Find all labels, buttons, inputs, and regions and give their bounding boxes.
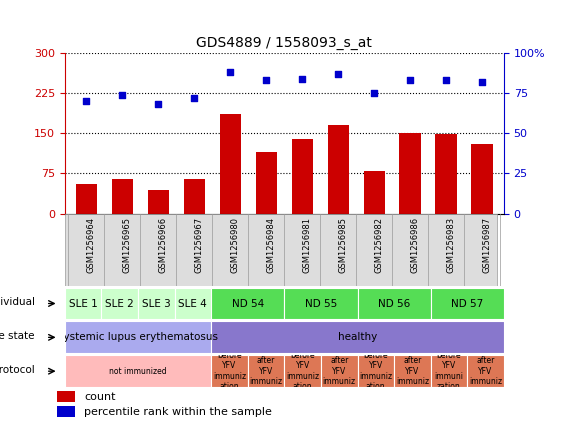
Bar: [431, 288, 504, 319]
Text: GSM1256981: GSM1256981: [302, 217, 311, 273]
Point: [226, 69, 235, 76]
Text: percentile rank within the sample: percentile rank within the sample: [84, 407, 272, 417]
Bar: [111, 179, 133, 214]
Bar: [436, 135, 457, 214]
Text: not immunized: not immunized: [109, 367, 167, 376]
Bar: [75, 184, 97, 214]
Text: ND 54: ND 54: [231, 299, 264, 308]
Text: before
YFV
immuni
zation: before YFV immuni zation: [435, 351, 463, 391]
Bar: [431, 355, 467, 387]
Bar: [138, 288, 175, 319]
Text: SLE 1: SLE 1: [69, 299, 97, 308]
Text: GSM1256984: GSM1256984: [266, 217, 275, 273]
Bar: [358, 288, 431, 319]
Point: [442, 77, 451, 84]
Bar: [211, 321, 504, 353]
Text: GSM1256983: GSM1256983: [446, 217, 455, 273]
Text: GSM1256964: GSM1256964: [86, 217, 95, 273]
Text: GSM1256982: GSM1256982: [374, 217, 383, 273]
Point: [334, 70, 343, 77]
Text: ND 55: ND 55: [305, 299, 337, 308]
Bar: [467, 355, 504, 387]
Point: [118, 91, 127, 98]
Bar: [358, 355, 394, 387]
Bar: [292, 139, 313, 214]
Text: SLE 4: SLE 4: [178, 299, 207, 308]
Bar: [394, 355, 431, 387]
Bar: [284, 355, 321, 387]
Title: GDS4889 / 1558093_s_at: GDS4889 / 1558093_s_at: [196, 36, 372, 50]
Text: GSM1256987: GSM1256987: [482, 217, 491, 273]
Point: [298, 75, 307, 82]
Text: after
YFV
immuniz: after YFV immuniz: [396, 356, 429, 386]
Text: before
YFV
immuniz
ation: before YFV immuniz ation: [213, 351, 246, 391]
Text: after
YFV
immuniz: after YFV immuniz: [249, 356, 283, 386]
Text: count: count: [84, 392, 116, 402]
Bar: [328, 125, 349, 214]
Bar: [65, 321, 211, 353]
Bar: [364, 171, 385, 214]
Point: [190, 94, 199, 101]
Point: [370, 90, 379, 96]
Bar: [400, 133, 421, 214]
Text: ND 57: ND 57: [451, 299, 484, 308]
Text: after
YFV
immuniz: after YFV immuniz: [323, 356, 356, 386]
Text: after
YFV
immuniz: after YFV immuniz: [469, 356, 502, 386]
Bar: [57, 391, 75, 403]
Bar: [248, 355, 284, 387]
Text: disease state: disease state: [0, 331, 35, 341]
Bar: [65, 288, 101, 319]
Point: [262, 77, 271, 84]
Text: before
YFV
immuniz
ation: before YFV immuniz ation: [359, 351, 392, 391]
Point: [406, 77, 415, 84]
Bar: [220, 115, 241, 214]
Bar: [211, 288, 284, 319]
Text: GSM1256965: GSM1256965: [122, 217, 131, 273]
Bar: [471, 144, 493, 214]
Bar: [211, 355, 248, 387]
Text: individual: individual: [0, 297, 35, 307]
Text: SLE 3: SLE 3: [142, 299, 171, 308]
Point: [82, 98, 91, 104]
Text: protocol: protocol: [0, 365, 35, 375]
Text: SLE 2: SLE 2: [105, 299, 134, 308]
Bar: [184, 179, 205, 214]
Bar: [321, 355, 358, 387]
Bar: [148, 190, 169, 214]
Bar: [175, 288, 211, 319]
Text: GSM1256967: GSM1256967: [194, 217, 203, 273]
Text: GSM1256966: GSM1256966: [158, 217, 167, 273]
Text: GSM1256985: GSM1256985: [338, 217, 347, 273]
Point: [154, 101, 163, 108]
Bar: [57, 406, 75, 417]
Bar: [65, 355, 211, 387]
Text: ND 56: ND 56: [378, 299, 410, 308]
Bar: [256, 152, 277, 214]
Text: before
YFV
immuniz
ation: before YFV immuniz ation: [286, 351, 319, 391]
Bar: [284, 288, 358, 319]
Bar: [101, 288, 138, 319]
Text: GSM1256986: GSM1256986: [410, 217, 419, 273]
Text: GSM1256980: GSM1256980: [230, 217, 239, 273]
Text: systemic lupus erythematosus: systemic lupus erythematosus: [58, 332, 218, 342]
Text: healthy: healthy: [338, 332, 377, 342]
Point: [478, 78, 487, 85]
